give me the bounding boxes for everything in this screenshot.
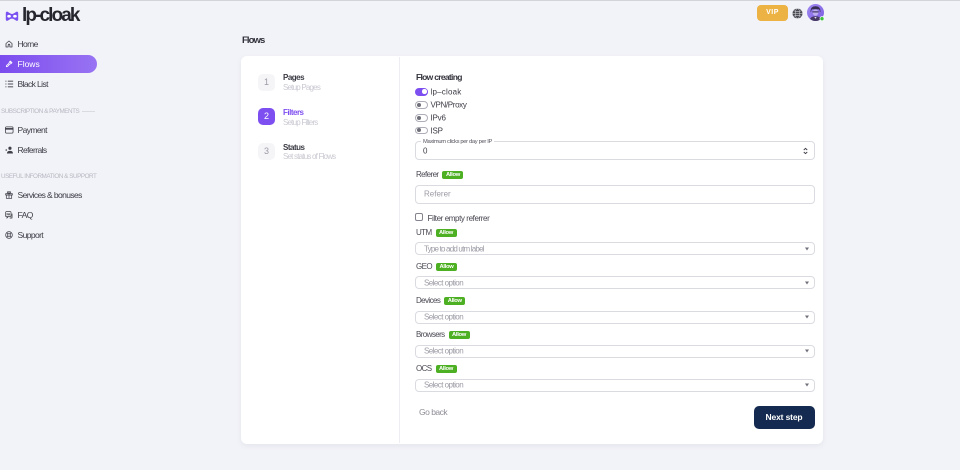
svg-text:FA: FA <box>7 213 12 217</box>
